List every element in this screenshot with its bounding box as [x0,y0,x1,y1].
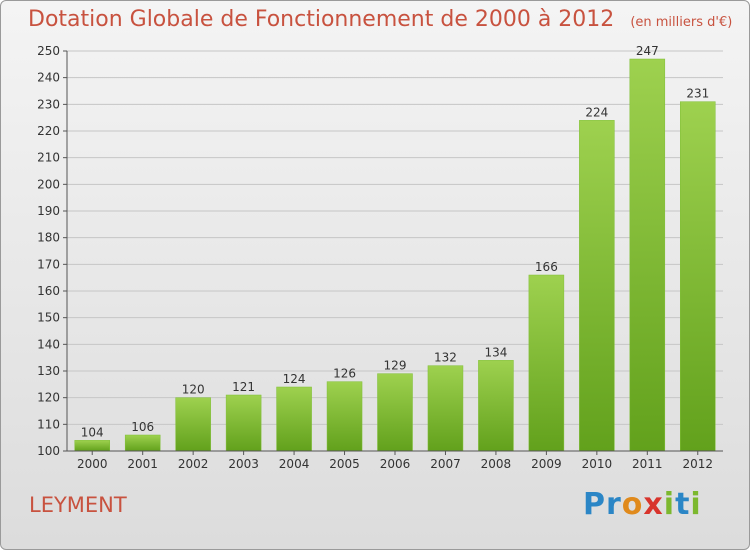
bar-2005 [326,381,363,452]
x-tick-label: 2004 [279,457,310,471]
subtitle-text: (en milliers d'€) [630,15,733,30]
x-tick-label: 2002 [178,457,209,471]
y-tick-label: 250 [37,44,60,58]
logo-letter: i [663,487,676,522]
y-tick-label: 180 [37,231,60,245]
x-tick-label: 2008 [481,457,512,471]
bar-value-label: 224 [585,105,608,119]
y-tick-label: 170 [37,257,60,271]
y-tick-label: 110 [37,417,60,431]
bars: 104 106 120 121 124 126 129 132 134 166 224 247 231 [74,44,716,452]
y-tick-label: 140 [37,337,60,351]
y-tick-label: 150 [37,311,60,325]
bar-value-label: 126 [333,367,356,381]
x-tick-label: 2007 [430,457,461,471]
y-tick-label: 200 [37,177,60,191]
bar-2008 [478,360,514,452]
logo-letter: x [643,487,664,522]
y-tick-label: 120 [37,391,60,405]
bar-2011 [629,58,666,452]
y-tick-label: 100 [37,444,60,458]
bar-value-label: 106 [131,420,154,434]
logo-letter: i [690,487,702,522]
bar-value-label: 121 [232,380,255,394]
bar-value-label: 132 [434,351,457,365]
bar-value-label: 104 [81,425,104,439]
bar-2003 [225,394,262,452]
y-tick-label: 230 [37,97,60,111]
x-tick-label: 2009 [531,457,562,471]
bar-2004 [276,386,312,452]
bar-2000 [74,440,110,452]
bar-2009 [528,274,565,452]
bar-2012 [680,101,716,452]
y-axis: 100 110 120 130 140 150 160 170 180 190 200 210 220 2… [37,44,68,458]
bar-value-label: 247 [636,44,659,58]
x-tick-label: 2012 [682,457,713,471]
logo-letter: P [583,487,606,522]
bar-2001 [124,434,161,452]
bar-value-label: 120 [182,383,205,397]
y-tick-label: 220 [37,124,60,138]
logo-letter: r [606,487,622,522]
proxiti-logo: Proxiti [583,487,702,522]
x-tick-label: 2001 [127,457,158,471]
y-tick-label: 210 [37,151,60,165]
commune-name: LEYMENT [29,493,127,517]
x-axis: 2000 2001 2002 2003 2004 2005 2006 2007 2008 2009… [67,450,723,471]
bar-2002 [175,397,211,452]
bar-2007 [427,365,464,452]
y-tick-label: 130 [37,364,60,378]
x-tick-label: 2000 [77,457,108,471]
x-tick-label: 2011 [632,457,663,471]
x-tick-label: 2005 [329,457,360,471]
x-tick-label: 2006 [380,457,411,471]
chart-title: Dotation Globale de Fonctionnement de 20… [28,7,732,32]
y-tick-label: 240 [37,71,60,85]
logo-letter: o [621,487,644,522]
bar-value-label: 129 [384,359,407,373]
x-tick-label: 2010 [582,457,613,471]
bar-value-label: 134 [484,345,507,359]
bar-2006 [377,373,413,452]
y-tick-label: 160 [37,284,60,298]
y-tick-label: 190 [37,204,60,218]
bar-2010 [579,120,615,452]
logo-letter: t [675,487,691,522]
title-text: Dotation Globale de Fonctionnement de 20… [28,7,615,32]
bar-value-label: 231 [686,87,709,101]
bar-value-label: 124 [283,372,306,386]
bar-value-label: 166 [535,260,558,274]
x-tick-label: 2003 [228,457,259,471]
